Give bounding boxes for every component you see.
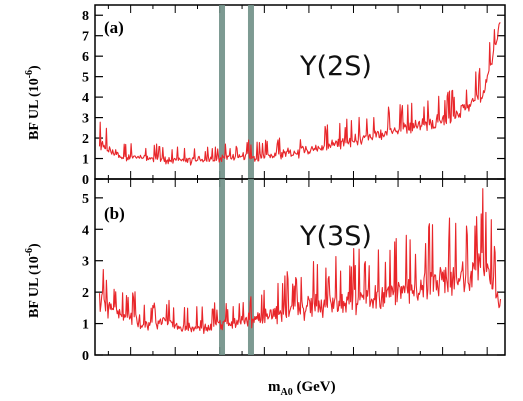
panel-b-x-ticks <box>107 179 488 355</box>
y-tick-label: 4 <box>82 91 89 106</box>
y-tick-label: 1 <box>82 153 89 168</box>
panel-a-ylabel-close: ) <box>27 65 42 70</box>
panel-a-series <box>98 22 501 166</box>
y-tick-label: 0 <box>82 173 89 188</box>
panel-b-ylabel-base: BF UL (10 <box>27 256 42 318</box>
y-tick-label: 5 <box>82 192 89 207</box>
y-tick-label: 7 <box>82 30 89 45</box>
panel-b-label: (b) <box>104 204 125 223</box>
panel-b-frame <box>94 178 506 356</box>
y-tick-label: 5 <box>82 71 89 86</box>
y-tick-label: 2 <box>82 286 89 301</box>
y-tick-label: 3 <box>82 112 89 127</box>
x-axis-label-unit: (GeV) <box>293 379 336 395</box>
x-axis-label: mA0 (GeV) <box>268 379 336 398</box>
panel-a-ylabel: BF UL (10-6) <box>24 65 42 140</box>
panel-a-ylabel-base: BF UL (10 <box>27 78 42 140</box>
panel-b-ylabel-exp: -6 <box>24 248 35 256</box>
y-tick-label: 3 <box>82 255 89 270</box>
veto-band <box>247 5 254 179</box>
y-tick-label: 6 <box>82 50 89 65</box>
panel-b-y-ticks: 0 1 2 3 4 5 <box>82 192 505 364</box>
panel-a-annotation: Υ(2S) <box>299 51 372 82</box>
x-axis-label-main: m <box>268 379 281 395</box>
y-tick-label: 0 <box>82 349 89 364</box>
panel-a-y-ticks: 0 1 2 3 4 5 6 7 8 <box>82 9 505 188</box>
panel-b-ylabel: BF UL (10-6) <box>24 243 42 318</box>
series-line <box>98 188 502 334</box>
y-tick-label: 8 <box>82 9 89 24</box>
panel-a-ylabel-exp: -6 <box>24 70 35 78</box>
veto-band <box>219 5 226 179</box>
panel-a-veto-bands <box>219 5 254 179</box>
y-tick-label: 4 <box>82 223 89 238</box>
y-tick-label: 2 <box>82 132 89 147</box>
veto-band <box>219 179 226 355</box>
x-axis-label-sub: A0 <box>281 387 293 398</box>
panel-b-veto-bands <box>219 179 254 355</box>
panel-a: 0 1 2 3 4 5 6 7 8 (a) Υ(2S) BF UL (10-6) <box>24 4 506 188</box>
veto-band <box>247 179 254 355</box>
panel-b: 0 1 2 3 4 5 (b) Υ(3S) BF UL (10-6) <box>24 178 506 364</box>
series-line <box>98 22 501 166</box>
panel-b-ylabel-close: ) <box>27 243 42 248</box>
panel-b-series <box>98 188 502 334</box>
y-tick-label: 1 <box>82 318 89 333</box>
panel-b-annotation: Υ(3S) <box>299 221 372 252</box>
panel-a-label: (a) <box>104 18 124 37</box>
